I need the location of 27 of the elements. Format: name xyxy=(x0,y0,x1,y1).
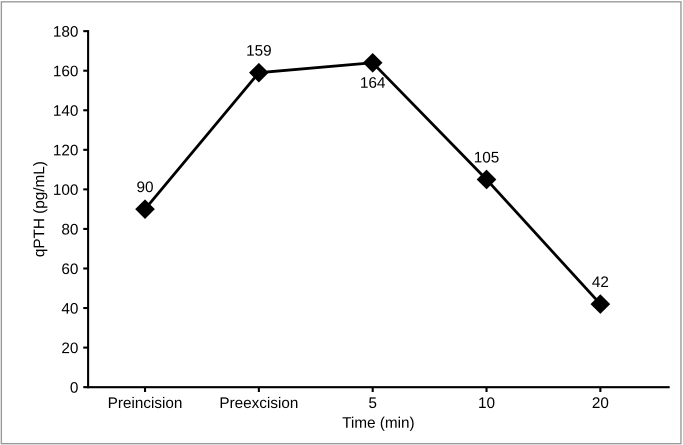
x-tick-label: Preincision xyxy=(108,396,182,408)
y-tick-label: 40 xyxy=(62,302,78,314)
y-tick-label: 60 xyxy=(62,263,78,274)
y-tick-label: 180 xyxy=(54,26,78,37)
y-tick-label: 100 xyxy=(54,184,78,196)
x-tick-label: Preexcision xyxy=(220,396,298,408)
x-tick-label: 5 xyxy=(369,397,376,408)
y-tick-label: 0 xyxy=(70,382,78,393)
y-tick-label: 80 xyxy=(62,224,78,235)
point xyxy=(590,294,610,314)
x-axis-title: Time (min) xyxy=(342,416,414,431)
data-label: 105 xyxy=(474,152,499,163)
data-label: 164 xyxy=(361,77,385,88)
y-tick-label: 120 xyxy=(54,144,78,156)
y-tick-label: 160 xyxy=(54,66,78,76)
x-tick-label: 20 xyxy=(592,397,608,408)
y-tick-label: 20 xyxy=(62,342,78,354)
y-axis-title: qPTH (pg/mL) xyxy=(33,162,48,256)
data-label: 42 xyxy=(592,276,608,288)
point xyxy=(135,200,155,219)
data-label: 90 xyxy=(137,181,153,192)
point xyxy=(249,63,268,82)
data-label: 159 xyxy=(247,44,271,56)
point xyxy=(363,53,382,72)
y-tick-label: 140 xyxy=(54,105,78,116)
point xyxy=(476,170,496,190)
x-tick-label: 10 xyxy=(479,397,494,408)
